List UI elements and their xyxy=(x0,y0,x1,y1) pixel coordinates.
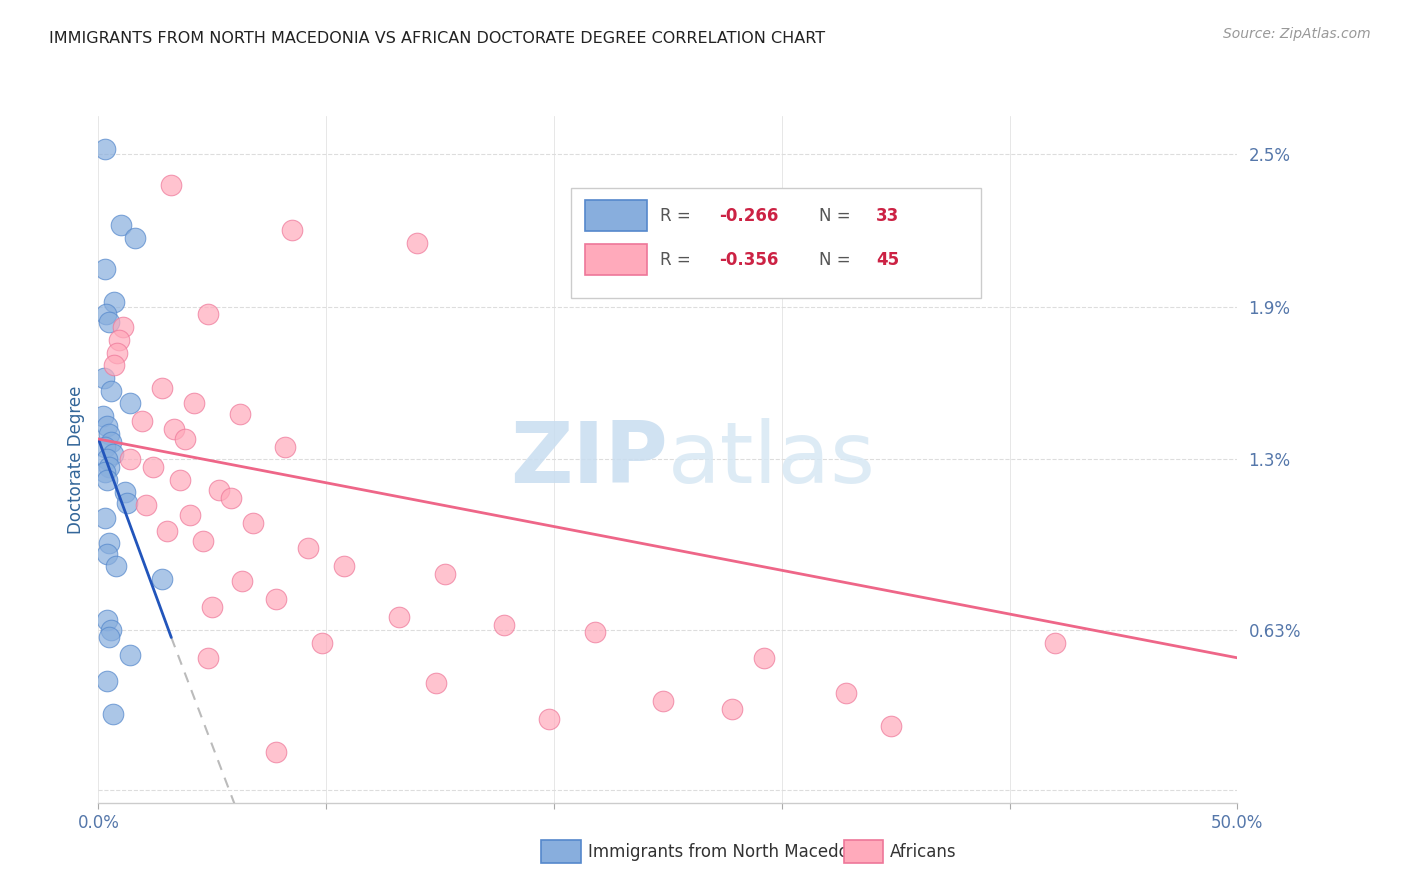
Point xyxy=(197,307,219,321)
Point xyxy=(880,719,903,733)
Point xyxy=(219,491,242,505)
Point xyxy=(97,315,120,329)
Point xyxy=(96,673,118,688)
Point xyxy=(96,307,118,321)
Point xyxy=(433,566,456,581)
Point xyxy=(333,559,356,574)
Point xyxy=(1043,635,1066,649)
Point xyxy=(150,381,173,395)
Point xyxy=(98,536,121,550)
Point xyxy=(103,358,125,372)
Point xyxy=(201,599,224,614)
Point xyxy=(100,623,122,637)
Point xyxy=(169,473,191,487)
Text: R =: R = xyxy=(659,252,696,269)
Point xyxy=(274,440,297,454)
Point xyxy=(297,541,319,556)
Point xyxy=(105,345,128,359)
Point xyxy=(281,223,304,237)
Point xyxy=(96,419,118,434)
Point xyxy=(120,396,142,410)
Point xyxy=(131,414,153,428)
Text: R =: R = xyxy=(659,207,696,225)
Point xyxy=(834,686,856,700)
FancyBboxPatch shape xyxy=(571,188,981,298)
Point xyxy=(193,533,215,548)
Point xyxy=(94,261,117,276)
Point xyxy=(96,547,118,561)
Text: Immigrants from North Macedonia: Immigrants from North Macedonia xyxy=(588,843,873,861)
Point xyxy=(583,625,606,640)
Text: Source: ZipAtlas.com: Source: ZipAtlas.com xyxy=(1223,27,1371,41)
Point xyxy=(197,650,219,665)
Text: IMMIGRANTS FROM NORTH MACEDONIA VS AFRICAN DOCTORATE DEGREE CORRELATION CHART: IMMIGRANTS FROM NORTH MACEDONIA VS AFRIC… xyxy=(49,31,825,46)
Point xyxy=(162,422,184,436)
Point xyxy=(388,610,411,624)
Point xyxy=(492,617,515,632)
Point xyxy=(100,384,122,398)
Point xyxy=(94,511,117,525)
Point xyxy=(752,650,775,665)
Point xyxy=(264,592,287,607)
Point xyxy=(96,452,118,467)
Point xyxy=(720,701,742,715)
Point xyxy=(91,409,114,424)
Text: atlas: atlas xyxy=(668,417,876,501)
Point xyxy=(98,631,121,645)
Point xyxy=(108,333,131,347)
Point xyxy=(103,447,125,461)
Point xyxy=(120,452,142,467)
Point xyxy=(142,460,165,475)
Point xyxy=(93,371,115,385)
Text: N =: N = xyxy=(820,252,856,269)
Text: N =: N = xyxy=(820,207,856,225)
Point xyxy=(96,473,118,487)
Point xyxy=(110,219,132,233)
Point xyxy=(98,426,121,441)
Point xyxy=(103,294,125,309)
Point xyxy=(103,706,125,721)
Point xyxy=(538,712,561,726)
Point xyxy=(100,434,122,449)
Point xyxy=(124,231,146,245)
FancyBboxPatch shape xyxy=(585,244,647,276)
Text: 45: 45 xyxy=(876,252,900,269)
Point xyxy=(406,236,429,251)
Point xyxy=(174,432,197,446)
Point xyxy=(242,516,264,530)
FancyBboxPatch shape xyxy=(585,200,647,231)
Point xyxy=(160,178,183,192)
Point xyxy=(115,495,138,509)
Y-axis label: Doctorate Degree: Doctorate Degree xyxy=(66,385,84,533)
Point xyxy=(114,485,136,500)
Point xyxy=(104,559,127,574)
Point xyxy=(150,572,173,586)
Point xyxy=(208,483,231,497)
Point xyxy=(135,498,157,512)
Text: -0.266: -0.266 xyxy=(718,207,779,225)
Text: -0.356: -0.356 xyxy=(718,252,779,269)
Point xyxy=(98,460,121,475)
Point xyxy=(425,676,447,690)
Point xyxy=(264,745,287,759)
Point xyxy=(311,635,333,649)
Point xyxy=(156,524,179,538)
Point xyxy=(179,508,201,523)
Point xyxy=(94,440,117,454)
Text: ZIP: ZIP xyxy=(510,417,668,501)
Text: Africans: Africans xyxy=(890,843,956,861)
Text: 33: 33 xyxy=(876,207,900,225)
Point xyxy=(652,694,675,708)
Point xyxy=(183,396,205,410)
Point xyxy=(96,613,118,627)
Point xyxy=(94,465,117,479)
Point xyxy=(120,648,142,663)
Point xyxy=(231,574,253,589)
Point xyxy=(94,142,117,156)
Point xyxy=(228,407,250,421)
Point xyxy=(112,320,135,334)
